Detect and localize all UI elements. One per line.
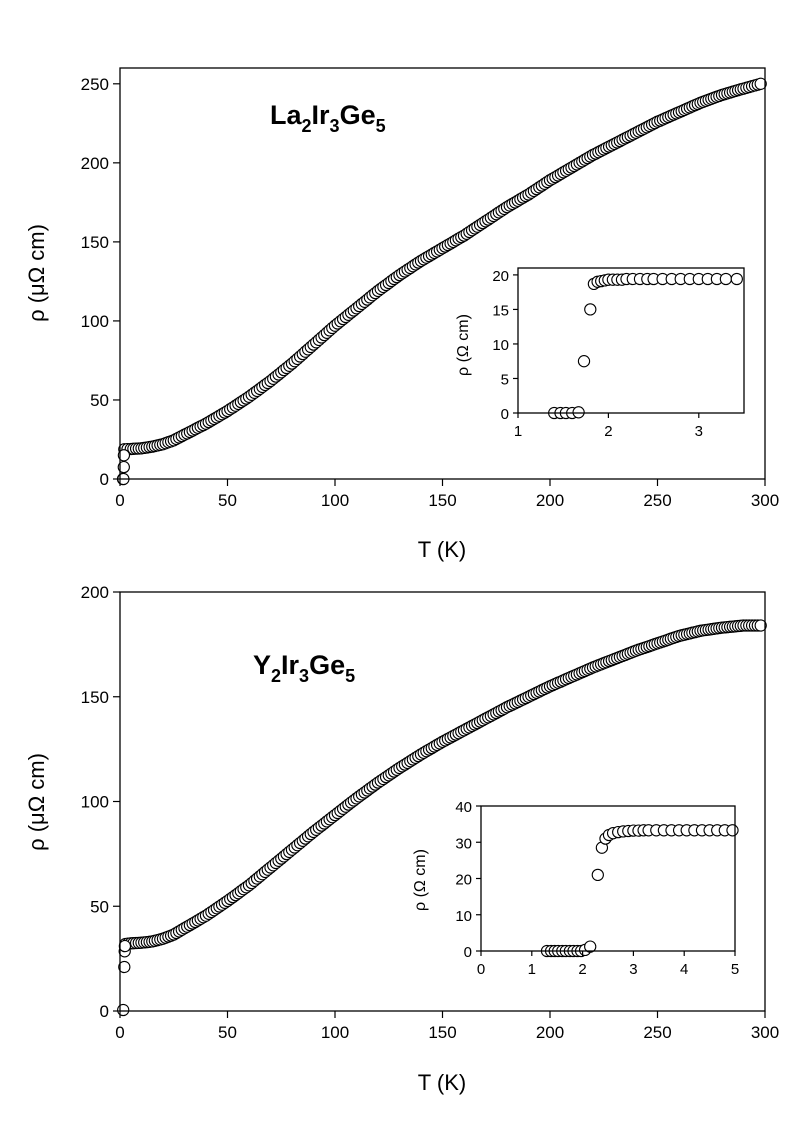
top-main-yticks: 0 50 100 150 200 250 <box>81 75 120 489</box>
top-inset-points <box>548 272 743 420</box>
bottom-inset-ytick-label: 0 <box>464 944 472 961</box>
top-main-xtick-label: 0 <box>115 491 124 510</box>
top-main-ytick-label: 50 <box>90 391 109 410</box>
bottom-inset-xtick-label: 3 <box>629 961 637 978</box>
bottom-main-xtick-label: 50 <box>218 1023 237 1042</box>
top-yaxis-label: ρ (μΩ cm) <box>24 224 49 322</box>
top-main-ytick-label: 0 <box>100 470 109 489</box>
top-inset-data-point <box>577 355 591 368</box>
top-data-point <box>117 449 131 462</box>
bottom-inset-xtick-label: 4 <box>680 961 688 978</box>
bottom-inset-data-point <box>591 868 604 882</box>
bottom-data-point <box>118 960 131 974</box>
bottom-data-point <box>118 939 132 953</box>
top-inset-ytick-label: 0 <box>501 406 509 423</box>
bottom-inset-ytick-label: 10 <box>455 908 472 925</box>
bottom-inset: 0 10 20 30 40 0 1 2 3 4 5 ρ (Ω cm) <box>412 799 739 978</box>
top-inset-ytick-label: 10 <box>492 337 509 354</box>
top-data-point <box>754 77 767 90</box>
bottom-main-xtick-label: 250 <box>643 1023 671 1042</box>
bottom-inset-data-point <box>584 940 597 953</box>
top-main-ytick-label: 150 <box>81 233 109 252</box>
top-main-ytick-label: 100 <box>81 312 109 331</box>
top-inset-data-point <box>584 303 597 316</box>
bottom-inset-xtick-label: 1 <box>528 961 536 978</box>
top-xaxis-label: T (K) <box>418 537 466 562</box>
top-inset-ytick-label: 5 <box>501 371 509 388</box>
bottom-main-points <box>117 619 767 1017</box>
top-inset-frame <box>517 267 745 414</box>
top-inset-xtick-label: 3 <box>695 423 703 440</box>
top-main-points <box>116 77 767 486</box>
top-main-xtick-label: 100 <box>321 491 349 510</box>
bottom-inset-yaxis-label: ρ (Ω cm) <box>412 849 429 911</box>
bottom-inset-xtick-label: 2 <box>578 961 586 978</box>
bottom-inset-xticks: 0 1 2 3 4 5 <box>477 951 739 978</box>
bottom-inset-ytick-label: 40 <box>455 799 472 816</box>
bottom-inset-xtick-label: 5 <box>731 961 739 978</box>
top-inset-xticks: 1 2 3 <box>514 413 703 440</box>
top-main-ytick-label: 200 <box>81 154 109 173</box>
bottom-main-xticks: 0 50 100 150 200 250 300 <box>115 1011 779 1042</box>
bottom-xaxis-label: T (K) <box>418 1070 466 1095</box>
bottom-inset-xtick-label: 0 <box>477 961 485 978</box>
bottom-main-ytick-label: 50 <box>90 897 109 916</box>
top-main-xtick-label: 200 <box>536 491 564 510</box>
top-inset-yaxis-label: ρ (Ω cm) <box>455 314 472 376</box>
top-inset-ytick-label: 15 <box>492 302 509 319</box>
bottom-data-point <box>754 619 767 632</box>
bottom-main-ytick-label: 100 <box>81 793 109 812</box>
top-inset-data-point <box>572 406 585 419</box>
bottom-main-ytick-label: 0 <box>100 1002 109 1021</box>
bottom-data-point <box>117 1003 130 1017</box>
bottom-main-ytick-label: 150 <box>81 688 109 707</box>
bottom-inset-points <box>540 824 739 958</box>
top-inset-data-point <box>719 272 733 286</box>
top-inset-data-point <box>730 272 743 286</box>
top-inset-xtick-label: 2 <box>604 423 612 440</box>
bottom-compound-label: Y2Ir3Ge5 <box>253 650 355 686</box>
top-main-xtick-label: 50 <box>218 491 237 510</box>
bottom-main-xtick-label: 300 <box>751 1023 779 1042</box>
top-main-xtick-label: 300 <box>751 491 779 510</box>
top-inset: 0 5 10 15 20 1 2 3 ρ (Ω cm) <box>455 267 745 440</box>
top-data-point <box>117 460 130 474</box>
bottom-main-xtick-label: 150 <box>428 1023 456 1042</box>
bottom-yaxis-label: ρ (μΩ cm) <box>24 753 49 851</box>
bottom-inset-yticks: 0 10 20 30 40 <box>455 799 481 961</box>
top-main-ytick-label: 250 <box>81 75 109 94</box>
top-inset-xtick-label: 1 <box>514 423 522 440</box>
top-inset-ytick-label: 20 <box>492 268 509 285</box>
bottom-inset-ytick-label: 30 <box>455 835 472 852</box>
bottom-inset-data-point <box>726 824 739 837</box>
top-compound-label: La2Ir3Ge5 <box>270 100 386 136</box>
bottom-main-ytick-label: 200 <box>81 583 109 602</box>
top-main-xtick-label: 250 <box>643 491 671 510</box>
bottom-main-xtick-label: 0 <box>115 1023 124 1042</box>
top-main-xticks: 0 50 100 150 200 250 300 <box>115 479 779 510</box>
top-main-xtick-label: 150 <box>428 491 456 510</box>
bottom-main-yticks: 0 50 100 150 200 <box>81 583 120 1021</box>
bottom-main-xtick-label: 200 <box>536 1023 564 1042</box>
top-inset-background <box>518 268 744 413</box>
top-inset-yticks: 0 5 10 15 20 <box>492 268 518 423</box>
bottom-main-xtick-label: 100 <box>321 1023 349 1042</box>
bottom-inset-ytick-label: 20 <box>455 872 472 889</box>
